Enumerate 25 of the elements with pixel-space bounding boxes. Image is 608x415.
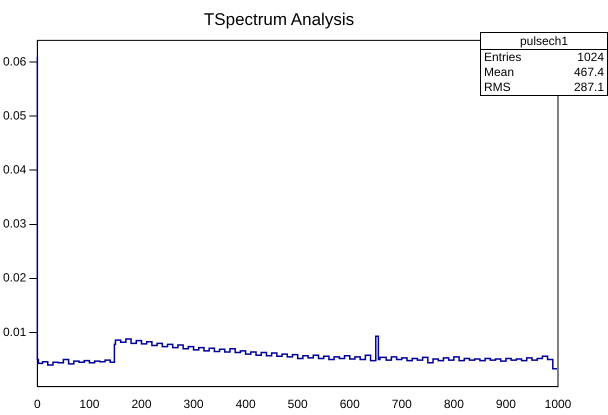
annotation: Entries [484, 50, 522, 65]
x-tick-label: 700 [392, 397, 412, 412]
y-tick-label: 0.04 [2, 162, 27, 177]
x-tick-label: 0 [34, 397, 42, 412]
x-tick-label: 1000 [544, 397, 572, 412]
x-tick-label: 500 [288, 397, 308, 412]
annotation: RMS [484, 80, 511, 95]
y-tick-label: 0.05 [2, 108, 27, 122]
x-tick-label: 100 [79, 397, 100, 412]
annotation: Mean [484, 65, 514, 80]
annotation: pulsech1 [481, 33, 607, 50]
x-tick-label: 800 [444, 397, 464, 412]
x-tick-label: 400 [236, 397, 256, 412]
chart-title: TSpectrum Analysis [204, 10, 354, 29]
y-tick-label: 0.02 [2, 270, 27, 285]
x-tick-label: 300 [184, 397, 204, 412]
y-tick-label: 0.03 [2, 216, 27, 231]
x-tick-label: 600 [340, 397, 360, 412]
text: 1024 [577, 50, 604, 65]
text: 467.4 [574, 65, 604, 80]
y-tick-label: 0.06 [2, 54, 27, 68]
text: 287.1 [574, 80, 604, 95]
y-tick-label: 0.01 [2, 324, 27, 339]
x-tick-label: 200 [131, 397, 152, 412]
x-tick-label: 900 [496, 397, 516, 412]
